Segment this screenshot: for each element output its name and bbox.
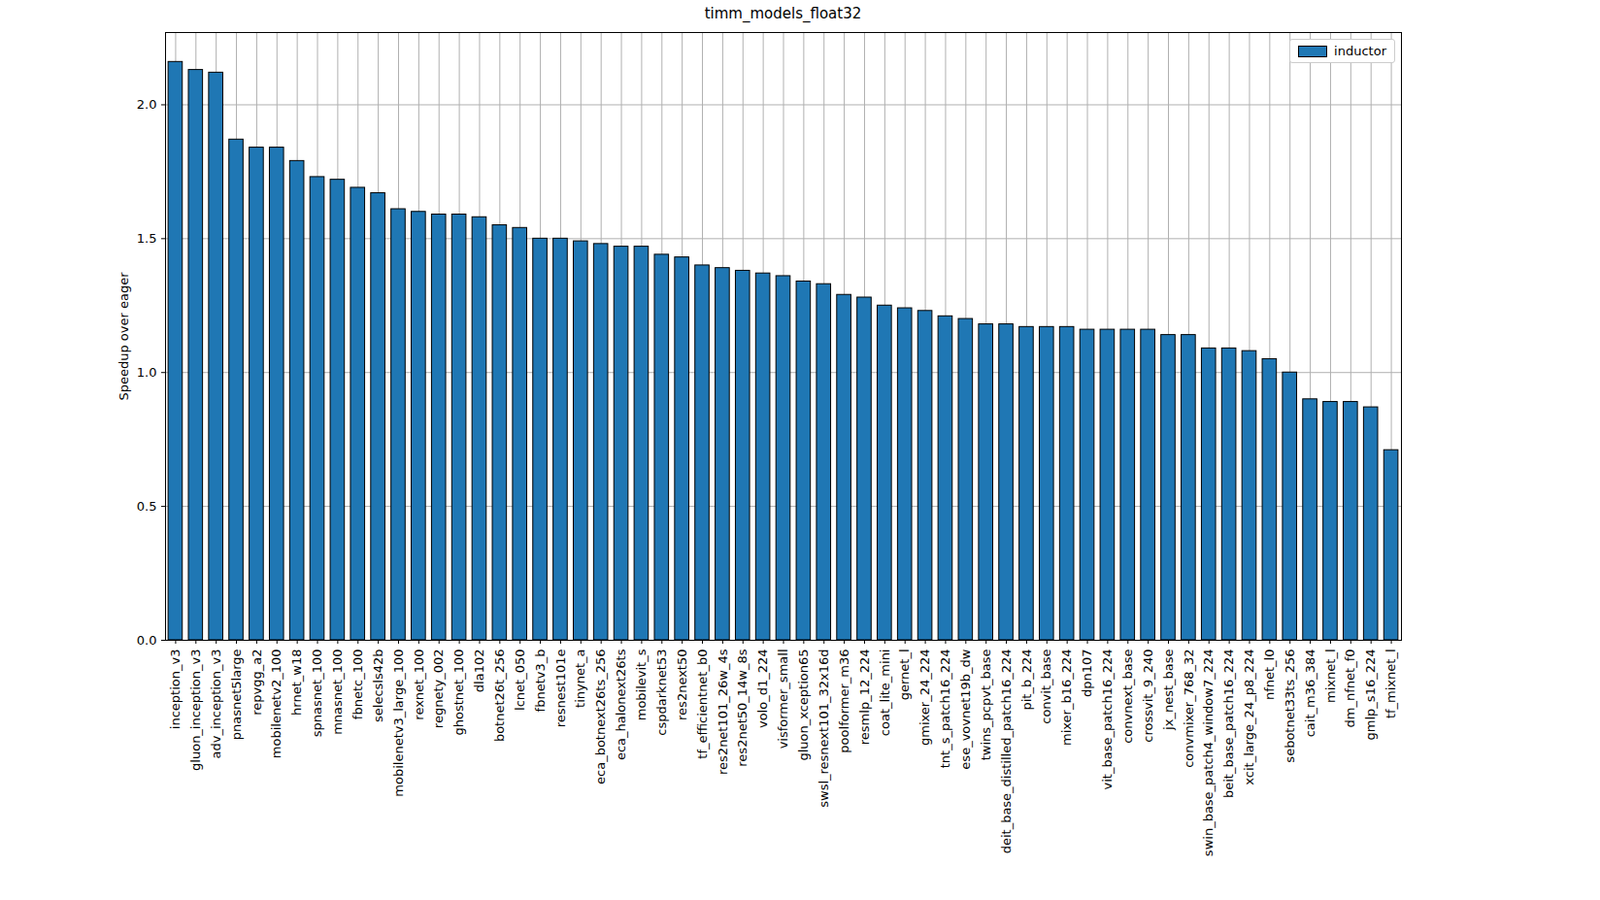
svg-text:1.0: 1.0: [136, 365, 158, 380]
svg-text:repvgg_a2: repvgg_a2: [249, 649, 265, 716]
svg-text:botnet26t_256: botnet26t_256: [492, 649, 507, 743]
svg-text:cait_m36_384: cait_m36_384: [1302, 649, 1318, 738]
svg-text:tnt_s_patch16_224: tnt_s_patch16_224: [937, 649, 953, 769]
svg-text:tf_mixnet_l: tf_mixnet_l: [1383, 649, 1399, 720]
svg-text:mobilevit_s: mobilevit_s: [633, 648, 649, 721]
svg-text:twins_pcpvt_base: twins_pcpvt_base: [978, 649, 994, 762]
svg-text:cspdarknet53: cspdarknet53: [654, 649, 669, 736]
svg-text:adv_inception_v3: adv_inception_v3: [208, 649, 224, 760]
svg-text:swsl_resnext101_32x16d: swsl_resnext101_32x16d: [816, 649, 832, 808]
svg-text:nfnet_l0: nfnet_l0: [1262, 649, 1277, 701]
svg-text:res2net101_26w_4s: res2net101_26w_4s: [715, 648, 731, 775]
svg-text:res2net50_14w_8s: res2net50_14w_8s: [734, 648, 750, 767]
svg-text:rexnet_100: rexnet_100: [411, 649, 427, 721]
svg-text:deit_base_distilled_patch16_22: deit_base_distilled_patch16_224: [999, 649, 1014, 855]
svg-text:resnest101e: resnest101e: [553, 648, 568, 728]
svg-text:dm_nfnet_f0: dm_nfnet_f0: [1342, 649, 1358, 729]
svg-text:gluon_inception_v3: gluon_inception_v3: [188, 649, 203, 771]
svg-text:hrnet_w18: hrnet_w18: [289, 649, 304, 716]
svg-text:pnasnet5large: pnasnet5large: [229, 648, 244, 740]
svg-text:crossvit_9_240: crossvit_9_240: [1140, 649, 1156, 743]
svg-text:selecsls42b: selecsls42b: [370, 649, 386, 723]
svg-text:resmlp_12_224: resmlp_12_224: [857, 649, 872, 746]
svg-text:convnext_base: convnext_base: [1120, 649, 1135, 744]
svg-text:gmlp_s16_224: gmlp_s16_224: [1363, 649, 1378, 741]
svg-text:pit_b_224: pit_b_224: [1019, 649, 1034, 711]
svg-text:gernet_l: gernet_l: [897, 649, 912, 701]
svg-text:0.5: 0.5: [136, 499, 158, 514]
svg-text:0.0: 0.0: [136, 633, 158, 648]
svg-text:1.5: 1.5: [136, 231, 158, 246]
svg-text:convmixer_768_32: convmixer_768_32: [1181, 649, 1197, 768]
svg-text:inception_v3: inception_v3: [167, 649, 183, 731]
svg-text:fbnetv3_b: fbnetv3_b: [533, 649, 548, 713]
svg-text:Speedup over eager: Speedup over eager: [116, 271, 132, 401]
svg-text:fbnetc_100: fbnetc_100: [350, 649, 366, 721]
svg-text:tinynet_a: tinynet_a: [572, 649, 588, 708]
svg-text:convit_base: convit_base: [1038, 649, 1054, 725]
svg-text:gluon_xception65: gluon_xception65: [796, 649, 811, 762]
svg-text:dla102: dla102: [471, 649, 487, 694]
html-text:timm_models_float32: timm_models_float32: [704, 4, 862, 23]
svg-text:gmixer_24_224: gmixer_24_224: [917, 649, 933, 747]
svg-text:ese_vovnet19b_dw: ese_vovnet19b_dw: [958, 648, 973, 769]
svg-text:ghostnet_100: ghostnet_100: [451, 649, 467, 736]
svg-text:sebotnet33ts_256: sebotnet33ts_256: [1282, 649, 1298, 764]
svg-text:tf_efficientnet_b0: tf_efficientnet_b0: [695, 649, 710, 760]
svg-text:mobilenetv3_large_100: mobilenetv3_large_100: [391, 649, 406, 798]
html-text:inductor: inductor: [1334, 43, 1387, 59]
svg-text:spnasnet_100: spnasnet_100: [309, 649, 325, 738]
svg-text:mixnet_l: mixnet_l: [1323, 649, 1338, 703]
svg-text:poolformer_m36: poolformer_m36: [836, 649, 852, 754]
svg-text:beit_base_patch16_224: beit_base_patch16_224: [1221, 649, 1236, 800]
svg-text:eca_halonext26ts: eca_halonext26ts: [613, 648, 629, 761]
svg-text:volo_d1_224: volo_d1_224: [755, 649, 770, 730]
svg-text:res2next50: res2next50: [674, 649, 690, 721]
svg-text:mobilenetv2_100: mobilenetv2_100: [268, 649, 284, 760]
svg-text:vit_base_patch16_224: vit_base_patch16_224: [1100, 649, 1115, 791]
svg-text:mnasnet_100: mnasnet_100: [330, 649, 345, 735]
svg-text:mixer_b16_224: mixer_b16_224: [1059, 649, 1074, 747]
svg-text:visformer_small: visformer_small: [775, 649, 791, 750]
svg-text:swin_base_patch4_window7_224: swin_base_patch4_window7_224: [1200, 649, 1216, 858]
svg-text:2.0: 2.0: [136, 97, 158, 112]
svg-text:lcnet_050: lcnet_050: [512, 649, 528, 711]
svg-text:xcit_large_24_p8_224: xcit_large_24_p8_224: [1241, 649, 1257, 786]
svg-text:regnety_002: regnety_002: [431, 649, 446, 730]
svg-text:jx_nest_base: jx_nest_base: [1161, 649, 1176, 732]
svg-text:dpn107: dpn107: [1079, 649, 1095, 699]
svg-text:eca_botnext26ts_256: eca_botnext26ts_256: [593, 649, 608, 785]
svg-text:coat_lite_mini: coat_lite_mini: [877, 649, 893, 737]
